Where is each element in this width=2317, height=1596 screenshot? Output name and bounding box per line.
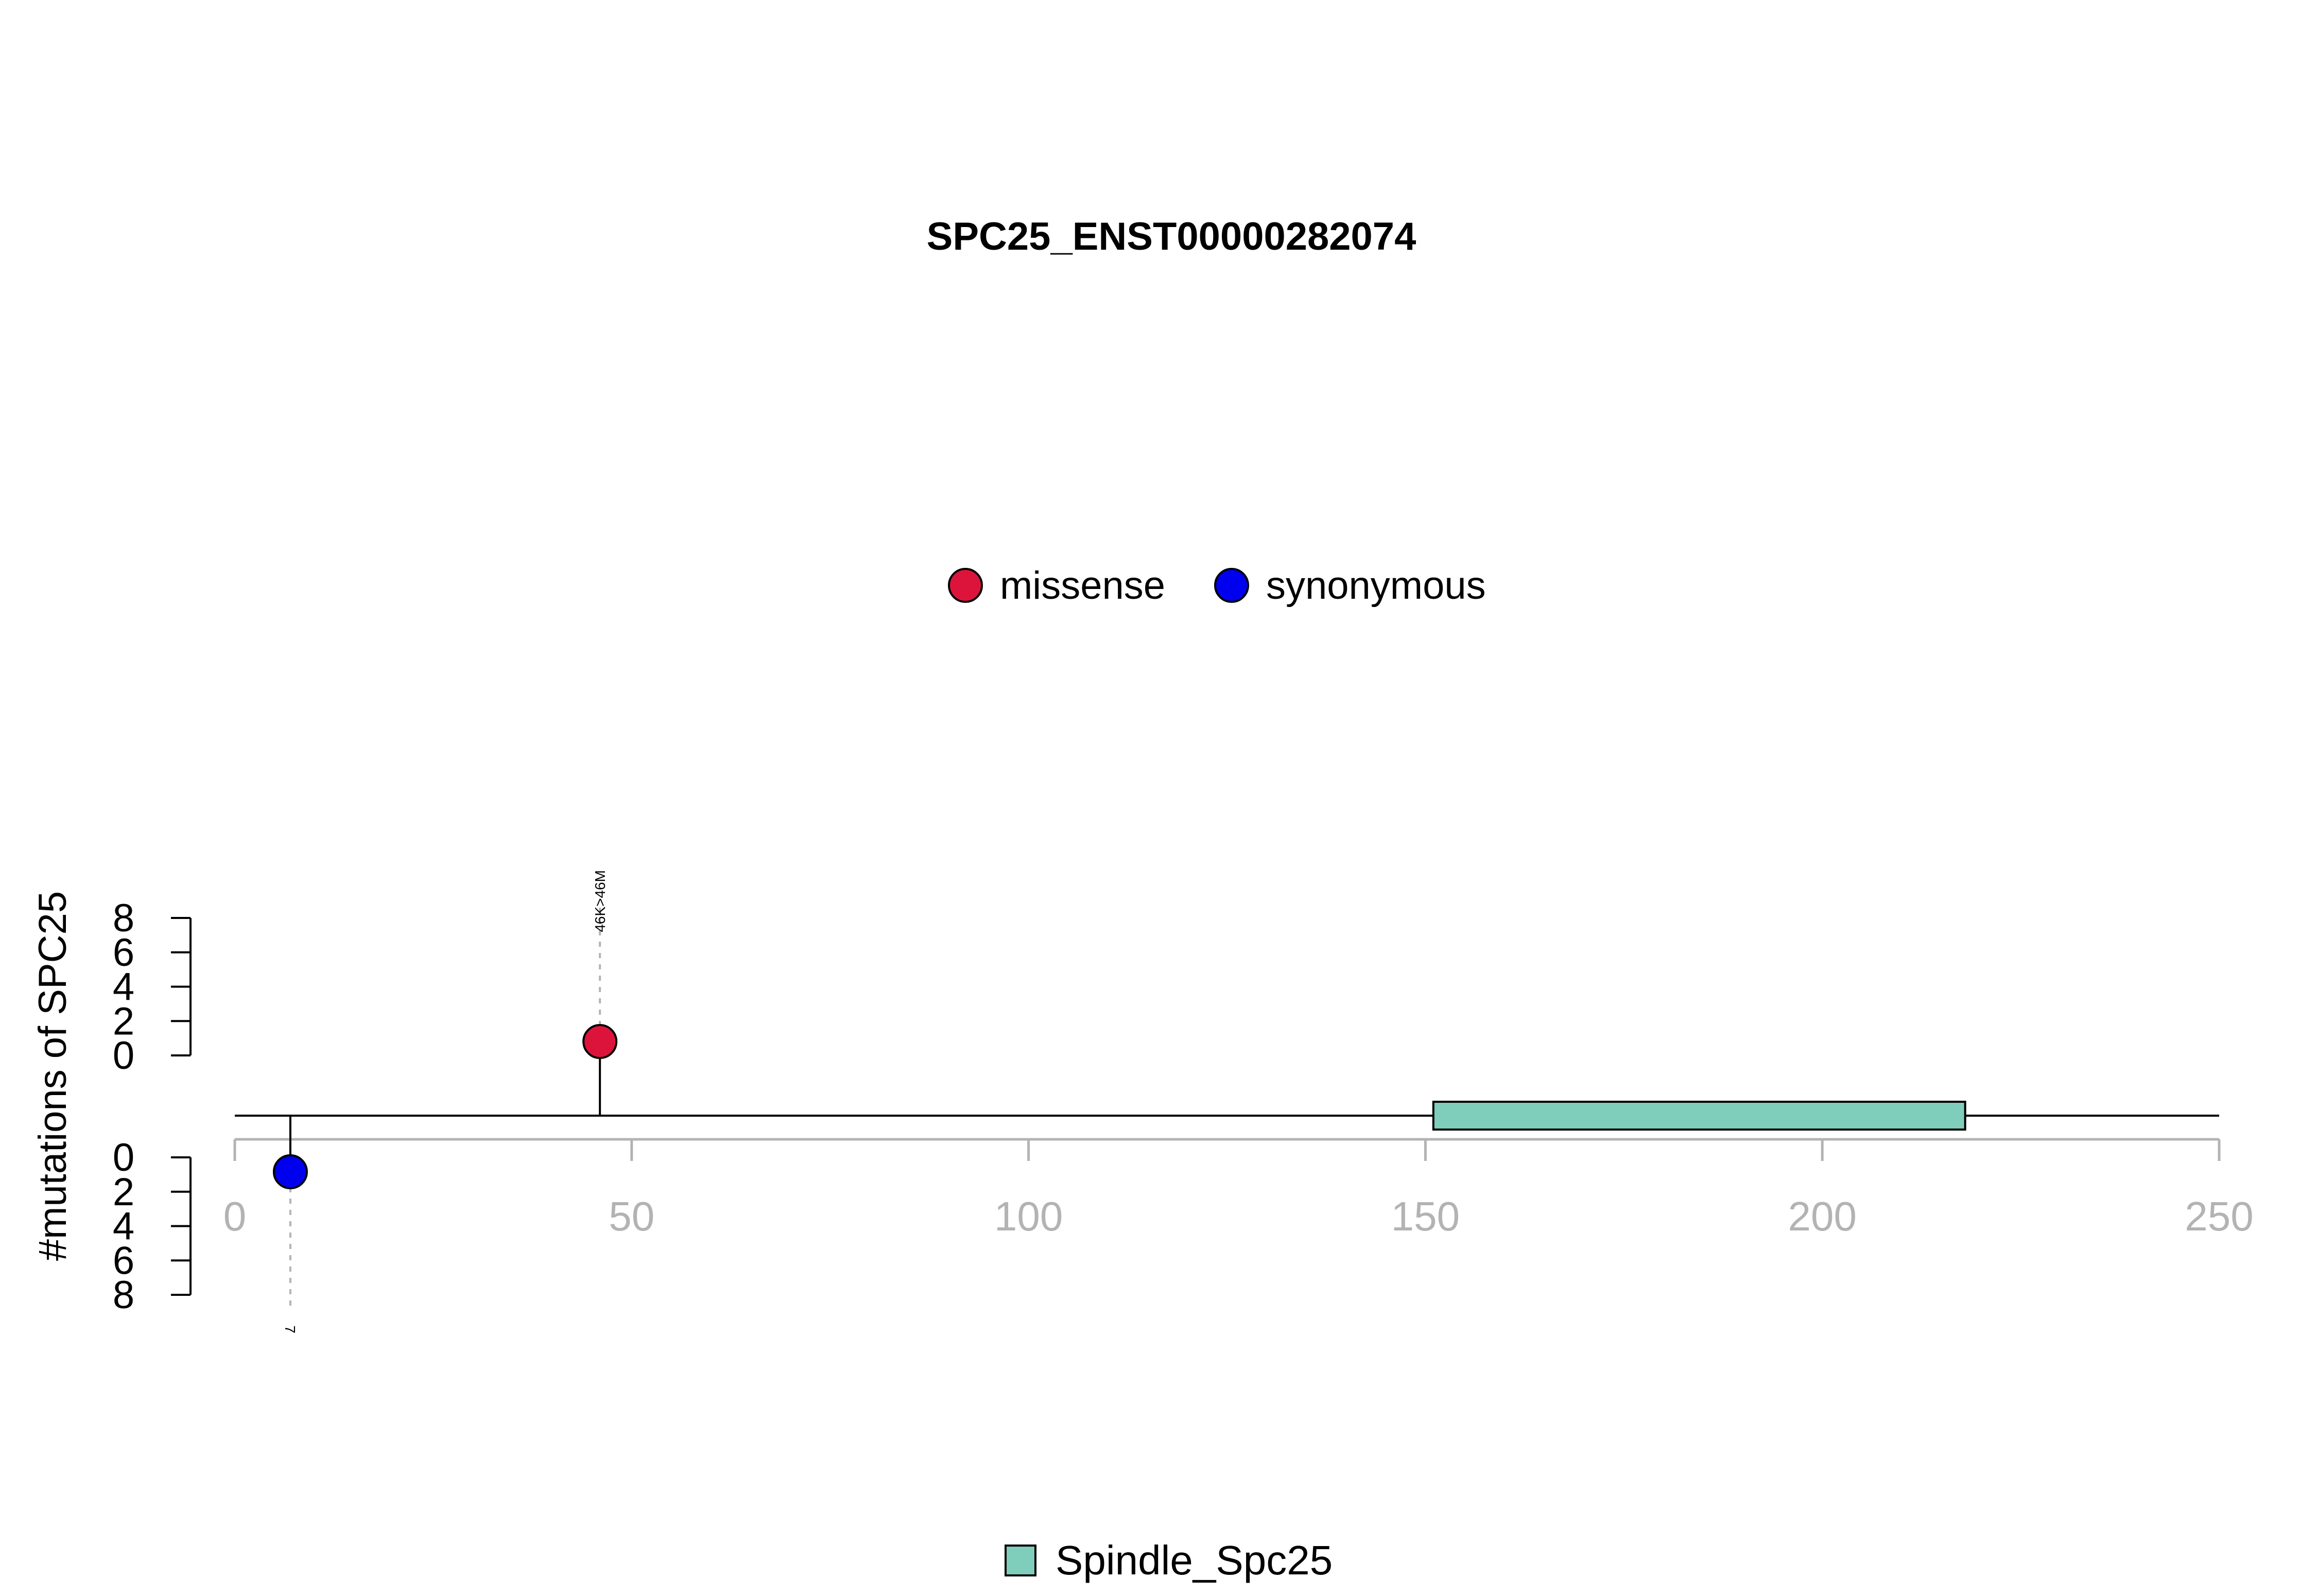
legend-label-synonymous: synonymous [1266, 564, 1486, 608]
legend-marker-synonymous [1214, 568, 1249, 603]
x-tick-label: 200 [1788, 1193, 1856, 1239]
x-tick-label: 100 [994, 1193, 1063, 1239]
mutation-label: 46K>46M [592, 870, 608, 932]
lower-y-tick-label: 4 [113, 1205, 134, 1248]
mutations: 46K>46M 7 [272, 870, 618, 1333]
domain-legend-label: Spindle_Spc25 [1056, 1537, 1333, 1583]
y-axis-label: #mutations of SPC25 [31, 891, 75, 1261]
chart-title: SPC25_ENST00000282074 [927, 215, 1416, 258]
x-axis: 0 50 100 150 200 250 [223, 1138, 2254, 1239]
x-tick-label: 0 [223, 1193, 247, 1239]
lower-y-tick-label: 8 [113, 1273, 134, 1317]
upper-y-tick-label: 4 [113, 965, 134, 1009]
x-tick-label: 250 [2185, 1193, 2253, 1239]
upper-y-tick-label: 6 [113, 931, 134, 975]
upper-y-tick-label: 8 [113, 896, 134, 940]
mutation-label: 7 [282, 1325, 298, 1333]
upper-y-tick-label: 0 [113, 1034, 134, 1078]
domain-legend-swatch [1005, 1545, 1036, 1576]
x-tick-label: 150 [1391, 1193, 1460, 1239]
legend-marker-missense [948, 568, 983, 603]
mutation-point-synonymous [272, 1154, 308, 1189]
upper-y-tick-label: 2 [113, 999, 134, 1043]
domain-legend: Spindle_Spc25 [1005, 1537, 1333, 1583]
lower-y-tick-label: 6 [113, 1239, 134, 1282]
lower-y-tick-label: 0 [113, 1136, 134, 1179]
legend-label-missense: missense [1000, 564, 1165, 608]
domain-Spindle_Spc25 [1432, 1101, 1966, 1131]
domains [1432, 1101, 1966, 1131]
lower-y-tick-label: 2 [113, 1170, 134, 1214]
mutation-type-legend: missense synonymous [948, 564, 1486, 608]
mutation-point-missense [582, 1024, 618, 1059]
x-tick-label: 50 [609, 1193, 654, 1239]
